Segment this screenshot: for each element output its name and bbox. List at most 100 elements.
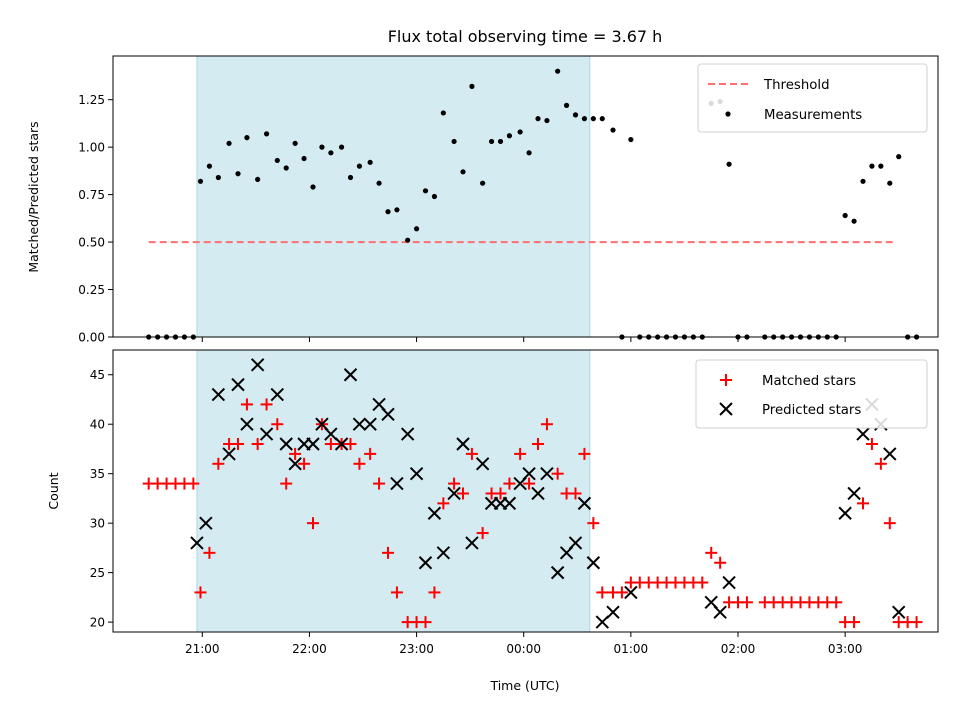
predicted-star-point (722, 575, 736, 590)
predicted-star-point (522, 466, 536, 481)
measurement-point (301, 155, 307, 162)
predicted-star-point (577, 496, 592, 511)
matched-star-point (514, 447, 527, 460)
matched-star-point (465, 447, 478, 460)
measurement-point (385, 209, 391, 215)
measurement-point (572, 112, 579, 118)
measurement-point (310, 184, 316, 190)
predicted-star-point (363, 417, 377, 431)
measurement-point (367, 159, 373, 165)
measurement-point (319, 144, 325, 150)
matched-star-point (298, 457, 311, 470)
matched-star-point (457, 487, 469, 500)
measurement-point (338, 144, 345, 150)
matched-star-point (830, 596, 843, 609)
predicted-star-point (190, 536, 204, 550)
predicted-star-point (713, 605, 727, 619)
top-plot-frame (112, 55, 939, 338)
predicted-star-point (838, 506, 852, 520)
measurement-point (263, 131, 270, 137)
matched-star-point (212, 457, 225, 470)
predicted-star-point (279, 437, 293, 451)
top-y-tick-label: 1.00 (78, 141, 105, 155)
measurement-point (197, 178, 204, 184)
matched-star-point (865, 438, 878, 450)
bottom-panel: 20 25 30 35 40 45 21:00 22:00 23:00 00:00 01:00 02… (46, 349, 939, 693)
measurement-point (555, 68, 561, 74)
measurement-point (244, 135, 250, 141)
predicted-star-point (447, 486, 461, 501)
matched-star-point (587, 517, 600, 530)
predicted-star-point (231, 377, 245, 392)
measurement-point (469, 83, 475, 89)
bottom-y-tick-label: 35 (90, 467, 105, 481)
legend-matched-label: Matched stars (762, 374, 856, 389)
measurement-point (488, 138, 495, 145)
predicted-star-point (856, 427, 870, 441)
predicted-star-point (606, 605, 620, 619)
predicted-star-point (624, 585, 638, 600)
measurement-point (405, 237, 411, 243)
predicted-star-point (306, 437, 320, 451)
measurement-point (347, 174, 354, 181)
matched-star-point (260, 398, 273, 411)
predicted-star-point (475, 457, 490, 471)
measurement-point (283, 165, 289, 171)
predicted-star-point (259, 427, 274, 441)
predicted-star-point (352, 417, 367, 431)
matched-star-point (540, 418, 553, 431)
measurement-point (497, 138, 504, 145)
matched-star-point (194, 586, 207, 599)
matched-star-point (705, 546, 718, 559)
matched-star-point (883, 517, 896, 530)
predicted-star-point (390, 476, 404, 491)
measurement-point (526, 150, 532, 156)
predicted-star-point (324, 427, 338, 441)
matched-star-point (848, 616, 861, 629)
measurement-point (590, 116, 596, 122)
measurement-point (440, 110, 446, 116)
predicted-star-point (270, 387, 284, 402)
matched-star-point (373, 477, 386, 490)
x-tick-label: 00:00 (506, 642, 541, 656)
bottom-y-tick-label: 30 (90, 517, 105, 531)
predicted-star-point (409, 466, 424, 481)
measurement-point (292, 140, 298, 146)
measurement-point (610, 127, 616, 133)
measurement-point (599, 116, 605, 122)
predicted-star-point (240, 417, 254, 431)
matched-star-point (476, 527, 489, 540)
predicted-star-point (892, 605, 906, 619)
measurement-point (544, 117, 550, 124)
measurement-point (255, 176, 261, 183)
measurement-point (376, 180, 382, 186)
predicted-star-point (595, 615, 609, 629)
bottom-y-tick-label: 20 (90, 616, 105, 630)
bottom-legend: Matched stars Predicted stars (695, 359, 928, 429)
matched-star-point (523, 477, 536, 490)
top-y-tick-label: 1.25 (78, 93, 105, 107)
measurement-point (887, 180, 893, 186)
chart-title: Flux total observing time = 3.67 h (388, 27, 663, 46)
measurement-point (394, 207, 400, 213)
measurement-point (460, 169, 466, 175)
measurement-point (274, 157, 280, 164)
matched-star-point (428, 586, 441, 599)
measurement-point (563, 102, 570, 108)
matched-star-point (280, 477, 293, 490)
matched-star-point (569, 487, 582, 500)
matched-star-point (696, 576, 709, 589)
x-tick-label: 23:00 (399, 642, 434, 656)
matched-star-point (271, 418, 284, 431)
legend-predicted-swatch (719, 402, 733, 416)
legend-measurements-swatch (725, 111, 731, 117)
predicted-star-point (502, 496, 517, 511)
matched-star-point (419, 616, 432, 629)
predicted-star-point (540, 466, 554, 481)
top-y-tick-label: 0.00 (78, 331, 105, 345)
matched-star-point (390, 586, 403, 599)
matched-star-point (344, 438, 357, 450)
matched-star-point (740, 596, 753, 609)
matched-star-point (714, 556, 727, 569)
predicted-star-point (456, 437, 470, 451)
